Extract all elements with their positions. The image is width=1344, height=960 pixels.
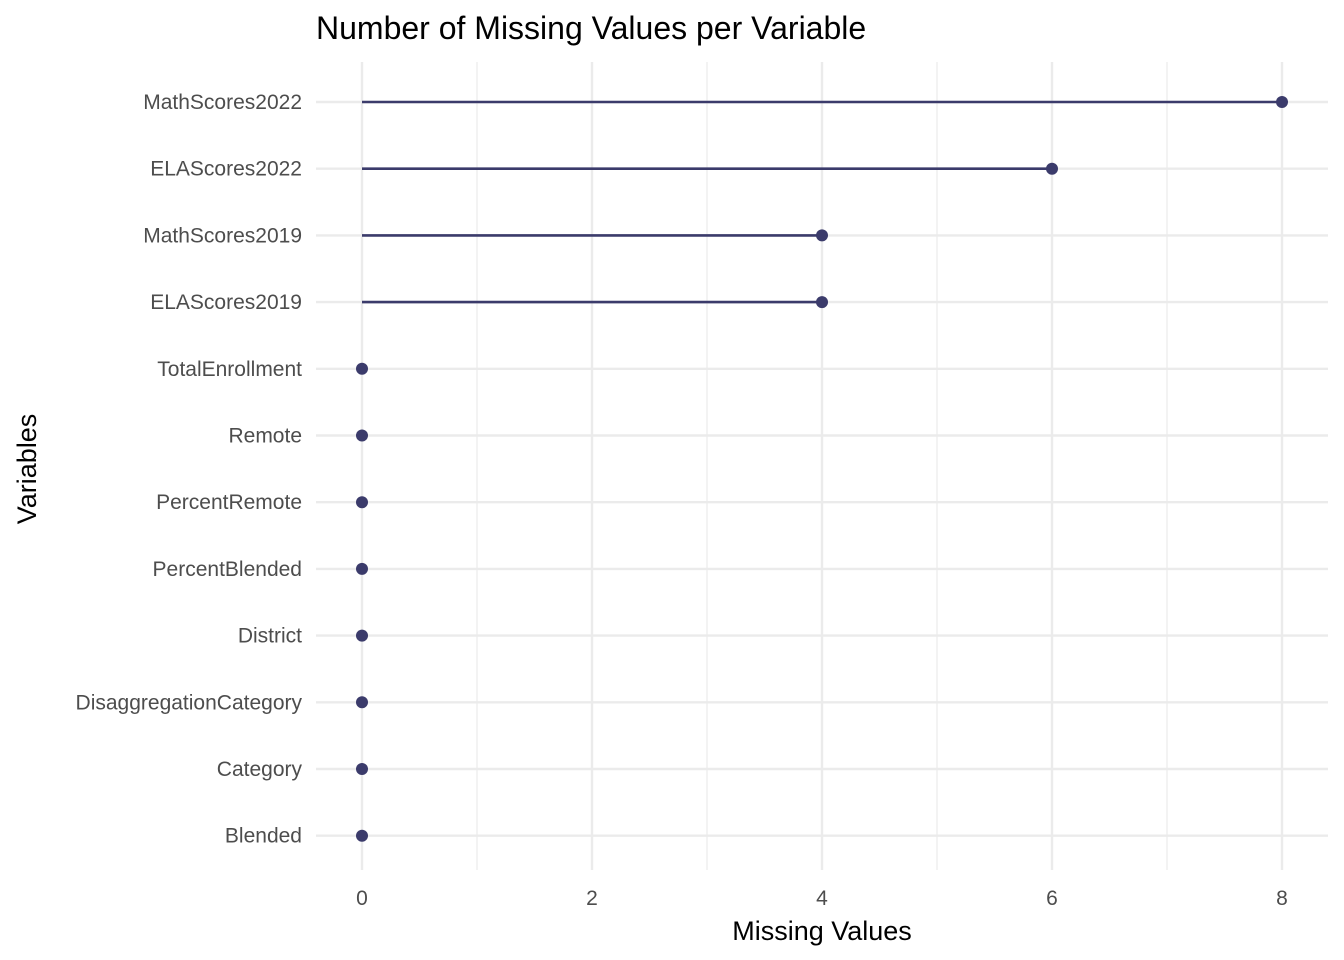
x-tick-label: 2 <box>586 887 598 910</box>
x-tick-labels: 0 2 4 6 8 <box>356 887 1288 910</box>
lollipop-point <box>1276 96 1288 108</box>
y-axis-title: Variables <box>12 414 42 525</box>
chart-title: Number of Missing Values per Variable <box>316 10 866 46</box>
y-tick-label: Blended <box>225 825 302 848</box>
y-tick-label: Category <box>217 758 303 781</box>
lollipop-point <box>356 562 368 575</box>
x-axis-title: Missing Values <box>732 916 912 946</box>
lollipop-point <box>356 696 368 709</box>
x-tick-label: 8 <box>1276 887 1288 910</box>
lollipop-point <box>816 229 828 242</box>
y-tick-label: ELAScores2019 <box>150 291 302 314</box>
y-tick-labels: MathScores2022 ELAScores2022 MathScores201… <box>76 91 303 848</box>
lollipop-point <box>356 362 368 375</box>
lollipop-point <box>356 829 368 842</box>
lollipop-point <box>816 296 828 309</box>
lollipop-point <box>1046 162 1058 175</box>
lollipop-point <box>356 629 368 642</box>
lollipop-point <box>356 763 368 775</box>
lollipop-point <box>356 429 368 442</box>
y-tick-label: Remote <box>228 425 302 448</box>
grid <box>316 62 1328 870</box>
data-marks <box>356 96 1288 842</box>
lollipop-point <box>356 496 368 509</box>
y-tick-label: PercentRemote <box>156 491 302 514</box>
y-tick-label: DisaggregationCategory <box>76 691 303 714</box>
y-tick-label: TotalEnrollment <box>157 358 302 381</box>
x-tick-label: 0 <box>356 887 368 910</box>
y-tick-label: MathScores2019 <box>143 224 302 247</box>
y-tick-label: ELAScores2022 <box>150 158 302 181</box>
y-tick-label: District <box>238 625 302 648</box>
y-tick-label: PercentBlended <box>153 558 302 581</box>
x-tick-label: 6 <box>1046 887 1058 910</box>
y-tick-label: MathScores2022 <box>143 91 302 114</box>
x-tick-label: 4 <box>816 887 828 910</box>
